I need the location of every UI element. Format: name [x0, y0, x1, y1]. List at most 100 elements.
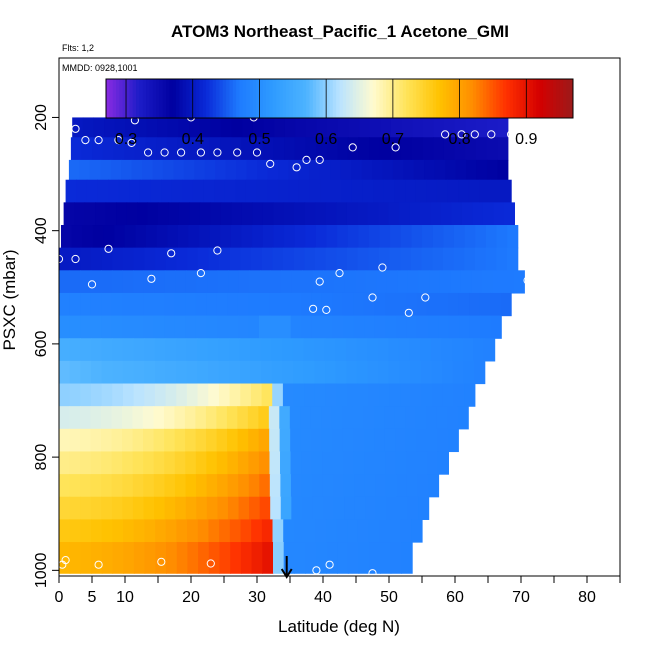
heatmap-cell: [86, 179, 99, 203]
heatmap-cell: [217, 270, 229, 294]
heatmap-cell: [454, 117, 466, 138]
heatmap-cell: [195, 406, 207, 430]
heatmap-cell: [458, 292, 470, 317]
colorbar-swatch: [146, 79, 150, 118]
heatmap-cell: [373, 406, 385, 430]
heatmap-cell: [377, 338, 389, 362]
heatmap-cell: [290, 474, 303, 498]
heatmap-cell: [344, 270, 356, 294]
heatmap-cell: [176, 247, 188, 271]
colorbar-swatch: [396, 79, 401, 118]
sample-point: [523, 276, 532, 285]
heatmap-cell: [464, 247, 476, 271]
heatmap-cell: [204, 159, 216, 181]
heatmap-cell: [340, 159, 352, 181]
colorbar-swatch: [249, 79, 254, 118]
heatmap-cell: [291, 496, 303, 520]
heatmap-cell: [374, 451, 386, 475]
colorbar-swatch: [172, 79, 177, 118]
heatmap-cell: [373, 179, 385, 203]
heatmap-cell: [208, 383, 220, 407]
heatmap-cell: [322, 451, 334, 475]
heatmap-cell: [384, 292, 397, 317]
colorbar-swatch: [539, 79, 544, 118]
heatmap-cell: [101, 542, 114, 574]
heatmap-cell: [125, 117, 137, 138]
sample-point: [325, 560, 334, 569]
heatmap-cell: [407, 270, 420, 294]
heatmap-cell: [315, 247, 327, 271]
heatmap-cell: [72, 117, 84, 138]
sample-point: [71, 254, 80, 264]
heatmap-cell: [259, 474, 271, 498]
heatmap-cell: [367, 338, 379, 362]
heatmap-cell: [452, 360, 465, 385]
heatmap-cell: [384, 406, 396, 430]
heatmap-cell: [69, 406, 81, 430]
heatmap-cell: [309, 179, 321, 203]
heatmap-cell: [374, 292, 386, 317]
colorbar-swatch: [192, 79, 197, 118]
heatmap-cell: [80, 496, 92, 520]
heatmap-cell: [206, 451, 218, 475]
heatmap-cell: [97, 179, 109, 203]
heatmap-cell: [250, 338, 262, 362]
heatmap-cell: [333, 496, 345, 520]
heatmap-cell: [82, 225, 94, 249]
heatmap-cell: [422, 137, 434, 161]
heatmap-cell: [335, 338, 347, 362]
heatmap-cell: [80, 474, 92, 498]
heatmap-cell: [443, 137, 456, 161]
sample-point: [167, 249, 176, 258]
y-tick-label: 200: [33, 104, 50, 131]
colorbar-swatch: [402, 79, 407, 118]
heatmap-cell: [218, 360, 230, 385]
colorbar-swatch: [462, 79, 467, 118]
heatmap-cell: [482, 270, 494, 294]
heatmap-cell: [406, 451, 418, 475]
colorbar-swatch: [269, 79, 274, 118]
heatmap-cell: [262, 202, 274, 226]
heatmap-cell: [182, 179, 194, 203]
heatmap-cell: [453, 383, 465, 407]
heatmap-cell: [443, 225, 455, 249]
heatmap-cell: [237, 406, 249, 430]
heatmap-cell: [166, 542, 178, 574]
colorbar-swatch: [299, 79, 304, 118]
heatmap-cell: [283, 542, 295, 574]
heatmap-cell: [122, 292, 134, 317]
x-tick-label: 20: [182, 589, 200, 606]
heatmap-cell: [216, 428, 228, 453]
heatmap-cell: [187, 247, 199, 271]
heatmap-cell: [315, 137, 328, 161]
heatmap-cell: [197, 519, 210, 543]
heatmap-cell: [489, 179, 502, 203]
heatmap-cell: [382, 159, 394, 181]
colorbar-swatch: [246, 79, 250, 118]
heatmap-cell: [427, 315, 439, 339]
colorbar-swatch: [132, 79, 137, 118]
heatmap-cell: [203, 179, 215, 203]
sample-point: [127, 138, 136, 147]
heatmap-cell: [346, 383, 359, 407]
colorbar-swatch: [552, 79, 557, 118]
heatmap-cell: [367, 202, 379, 226]
heatmap-cell: [112, 247, 124, 271]
heatmap-cell: [469, 292, 481, 317]
sample-point: [213, 246, 222, 255]
colorbar-swatch: [136, 79, 140, 118]
heatmap-cell: [101, 315, 113, 339]
heatmap-cell: [153, 406, 165, 430]
heatmap-cell: [407, 496, 419, 520]
heatmap-cell: [399, 360, 411, 385]
heatmap-cell: [184, 406, 196, 430]
heatmap-cell: [347, 542, 360, 574]
heatmap-cell: [121, 406, 134, 430]
heatmap-cell: [157, 202, 170, 226]
heatmap-cell: [112, 383, 124, 407]
sample-point: [157, 557, 166, 566]
heatmap-cell: [300, 428, 312, 453]
colorbar-swatch: [232, 79, 237, 118]
heatmap-cell: [368, 519, 380, 543]
heatmap-cell: [90, 383, 103, 407]
